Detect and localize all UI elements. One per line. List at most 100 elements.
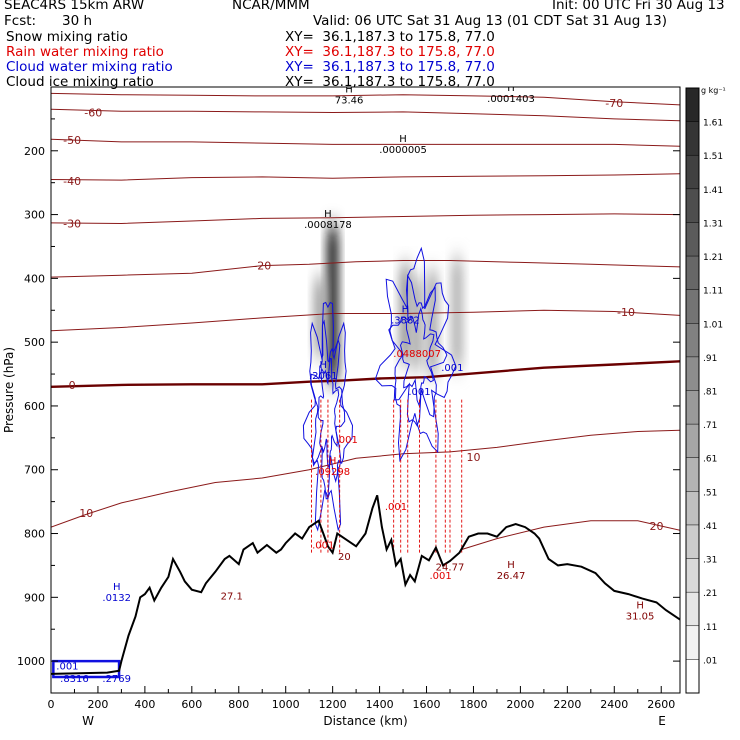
temperature-contour-6 (51, 309, 680, 332)
colorbar-label-15: .11 (703, 623, 717, 633)
x-end-label-west: W (82, 714, 94, 728)
colorbar-swatch-2 (686, 155, 699, 190)
colorbar-swatch-16 (686, 625, 699, 660)
x-tick-label-6: 1200 (319, 698, 347, 711)
colorbar-swatch-6 (686, 289, 699, 324)
y-tick-label-3: 500 (24, 336, 45, 349)
cloud-water-contour-0-1 (310, 319, 346, 500)
annotation-mark-3: H (324, 209, 332, 220)
contour-label-6: -10 (617, 306, 635, 319)
y-tick-label-1: 300 (24, 209, 45, 222)
annotation-11: .001 (385, 502, 407, 513)
y-axis-label: Pressure (hPa) (2, 347, 16, 433)
annotation-value-19: .0132 (102, 593, 131, 604)
annotation-16: .001 (429, 571, 451, 582)
annotation-value-7: .001 (441, 363, 463, 374)
colorbar-swatch-1 (686, 121, 699, 156)
colorbar-label-5: 1.11 (703, 287, 723, 297)
x-tick-label-11: 2200 (553, 698, 581, 711)
annotation-value-5: .0488007 (393, 349, 441, 360)
x-tick-label-3: 600 (181, 698, 202, 711)
annotation-2: H.0000005 (379, 134, 427, 156)
x-tick-label-8: 1600 (413, 698, 441, 711)
annotation-value-11: .001 (385, 502, 407, 513)
x-tick-label-1: 200 (87, 698, 108, 711)
annotation-14: H26.47 (497, 560, 526, 582)
colorbar-label-6: 1.01 (703, 320, 723, 330)
annotation-value-4: .3882 (391, 316, 420, 327)
terrain-line (51, 494, 680, 675)
y-tick-label-5: 700 (24, 464, 45, 477)
cloud-water-contour-0-0 (302, 301, 354, 532)
y-tick-label-2: 400 (24, 272, 45, 285)
contour-label-8: 10 (79, 507, 93, 520)
annotation-8: .001 (408, 387, 430, 398)
annotation-19: H.0132 (102, 582, 131, 604)
annotation-value-9: .001 (336, 435, 358, 446)
temperature-contour-0 (51, 92, 680, 106)
temperature-contour-1 (51, 108, 680, 122)
annotation-mark-14: H (507, 560, 515, 571)
plot-frame (50, 86, 681, 694)
annotation-value-20: .001 (56, 661, 78, 672)
contour-label-5: -20 (253, 260, 271, 273)
snow-shading-5 (451, 259, 464, 368)
contour-label-10: 20 (650, 520, 664, 533)
x-tick-label-13: 2600 (647, 698, 675, 711)
colorbar-swatch-5 (686, 256, 699, 291)
annotation-value-14: 26.47 (497, 571, 526, 582)
annotation-mark-0: H (345, 85, 353, 96)
valid-time: Valid: 06 UTC Sat 31 Aug 13 (01 CDT Sat … (313, 13, 667, 29)
contour-label-7: 0 (69, 379, 76, 392)
annotation-value-16: .001 (429, 571, 451, 582)
annotation-mark-18: H (636, 601, 644, 612)
colorbar-label-7: .91 (703, 354, 717, 364)
legend-snow-xy: XY= 36.1,187.3 to 175.8, 77.0 (285, 29, 495, 45)
annotation-mark-1: H (507, 83, 515, 94)
contour-label-2: -50 (63, 134, 81, 147)
annotation-20: .001 (56, 661, 78, 672)
annotation-value-0: 73.46 (335, 96, 364, 107)
annotation-5: .0488007 (393, 349, 441, 360)
annotation-mark-6: H (319, 360, 327, 371)
colorbar-swatch-10 (686, 424, 699, 459)
colorbar-label-14: .21 (703, 589, 717, 599)
annotation-value-10: .09298 (315, 467, 350, 478)
colorbar-swatch-15 (686, 592, 699, 627)
y-tick-label-8: 1000 (17, 655, 45, 668)
temperature-contour-10 (461, 520, 680, 550)
colorbar-label-4: 1.21 (703, 253, 723, 263)
y-tick-label-6: 800 (24, 528, 45, 541)
legend-rain-label: Rain water mixing ratio (6, 44, 164, 60)
annotation-22: .2769 (102, 674, 131, 685)
legend-rain-xy: XY= 36.1,187.3 to 175.8, 77.0 (285, 44, 495, 60)
contour-label-3: -40 (63, 175, 81, 188)
colorbar-swatch-3 (686, 188, 699, 223)
colorbar-swatch-0 (686, 88, 699, 123)
annotation-10: H.09298 (315, 456, 350, 478)
x-axis-label: Distance (km) (323, 714, 407, 728)
y-tick-label-0: 200 (24, 145, 45, 158)
x-tick-label-2: 400 (134, 698, 155, 711)
x-tick-label-5: 1000 (272, 698, 300, 711)
organization-label: NCAR/MMM (232, 0, 310, 13)
temperature-contour-2 (51, 138, 680, 147)
x-tick-label-7: 1400 (366, 698, 394, 711)
annotation-9: .001 (336, 435, 358, 446)
cloud-water-contour-0-2 (317, 357, 340, 470)
annotation-value-12: .001 (312, 540, 334, 551)
annotation-mark-2: H (399, 134, 407, 145)
temperature-contour-7 (51, 360, 680, 388)
colorbar-label-2: 1.41 (703, 186, 723, 196)
colorbar-swatch-9 (686, 390, 699, 425)
snow-shading-3 (411, 278, 424, 368)
annotation-value-17: 27.1 (221, 591, 243, 602)
colorbar-swatch-11 (686, 457, 699, 492)
annotation-17: 27.1 (221, 591, 243, 602)
plot-area: -70-60-50-40-30-20-100101020H73.46H.0001… (51, 83, 680, 685)
y-tick-label-7: 900 (24, 591, 45, 604)
colorbar-swatch-8 (686, 356, 699, 391)
y-tick-label-4: 600 (24, 400, 45, 413)
colorbar-label-11: .51 (703, 488, 717, 498)
annotation-21: .8316 (60, 674, 89, 685)
